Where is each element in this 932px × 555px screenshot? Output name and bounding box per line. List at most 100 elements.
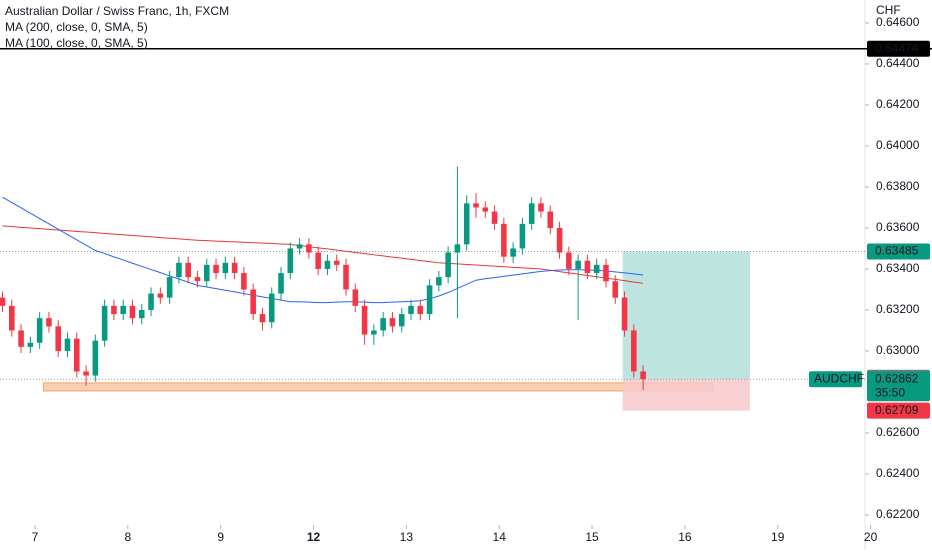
price-label: 0.62709 [875,403,919,417]
candle-body [603,264,609,282]
candle-body [138,309,145,319]
position-stop [622,379,750,411]
currency-label: CHF [876,3,901,17]
candle-body [18,330,24,347]
candle-body [36,318,43,343]
candle-body [268,293,275,323]
candle-body [296,244,303,249]
y-tick-label: 0.62400 [876,466,920,480]
candle-body [250,289,256,315]
candle-body [64,338,71,351]
candle-body [83,371,89,376]
candle-body [501,223,507,257]
y-tick-label: 0.64000 [876,138,920,152]
candle-body [436,277,442,286]
candle-body [593,264,600,274]
candle-body [621,297,628,331]
price-label-box [867,243,930,260]
candle-body [157,293,164,298]
candle-body [120,305,126,315]
candle-body [9,305,15,331]
chart-title: Australian Dollar / Swiss Franc, 1h, FXC… [5,4,229,18]
candle-body [408,305,414,315]
x-tick-label: 20 [864,530,878,544]
price-label-box [867,371,930,402]
moving-average-line [2,196,644,304]
countdown-label: 35:50 [875,385,905,399]
price-label-box [867,402,930,419]
candle-body [426,285,433,315]
y-tick-label: 0.63200 [876,302,920,316]
candle-body [417,305,424,315]
candle-body [640,371,646,380]
candle-body [55,326,61,351]
y-tick-label: 0.63600 [876,220,920,234]
candle-body [398,314,405,327]
candle-body [482,207,489,212]
y-tick-label: 0.64400 [876,56,920,70]
candle-body [185,262,191,278]
candle-body [538,203,544,212]
legend-entry: MA (100, close, 0, SMA, 5) [5,36,148,50]
candle-body [194,277,201,282]
candle-body [528,203,535,224]
candle-body [278,273,284,294]
legend-entry: MA (200, close, 0, SMA, 5) [5,20,148,34]
candle-body [380,318,386,331]
y-tick-label: 0.64200 [876,97,920,111]
y-tick-label: 0.62600 [876,425,920,439]
candle-body [547,211,554,228]
candle-body [259,314,266,323]
candle-body [463,203,470,245]
candle-body [575,260,581,269]
x-tick-label: 12 [307,530,321,544]
candle-body [111,305,117,315]
candle-body [343,264,349,290]
candle-body [584,260,591,274]
candle-body [73,338,80,372]
support-zone [42,382,714,392]
candle-body [519,223,526,249]
candle-body [306,244,312,253]
y-tick-label: 0.64600 [876,15,920,29]
candle-body [556,227,563,253]
y-tick-label: 0.63400 [876,261,920,275]
candle-body [352,289,359,306]
moving-average-line [2,225,644,284]
candle-body [92,340,99,376]
candle-body [361,305,368,335]
candle-body [166,277,173,298]
candle-body [445,252,451,278]
x-tick-label: 19 [771,530,785,544]
price-label: 0.62862 [875,371,919,385]
price-label: 0.64474 [875,41,919,55]
candle-body [389,318,396,327]
candle-body [491,211,498,224]
candle-body [473,203,479,208]
candle-body [324,260,331,269]
y-tick-label: 0.63800 [876,179,920,193]
price-label: 0.63485 [875,244,919,258]
position-target [622,251,750,380]
candle-body [631,330,637,372]
candle-body [315,252,321,269]
candle-body [148,293,154,310]
candle-body [566,252,572,269]
candle-body [222,262,229,274]
candle-body [129,305,136,319]
x-tick-label: 16 [678,530,692,544]
y-tick-label: 0.63000 [876,343,920,357]
candle-body [241,273,247,290]
candle-body [231,262,238,274]
x-tick-label: 15 [585,530,599,544]
candle-body [101,305,108,341]
x-tick-label: 8 [124,530,131,544]
y-tick-label: 0.62200 [876,507,920,521]
symbol-label: AUDCHF [814,371,864,385]
candle-body [612,281,619,298]
price-label-box [867,40,930,57]
candle-body [176,262,182,278]
